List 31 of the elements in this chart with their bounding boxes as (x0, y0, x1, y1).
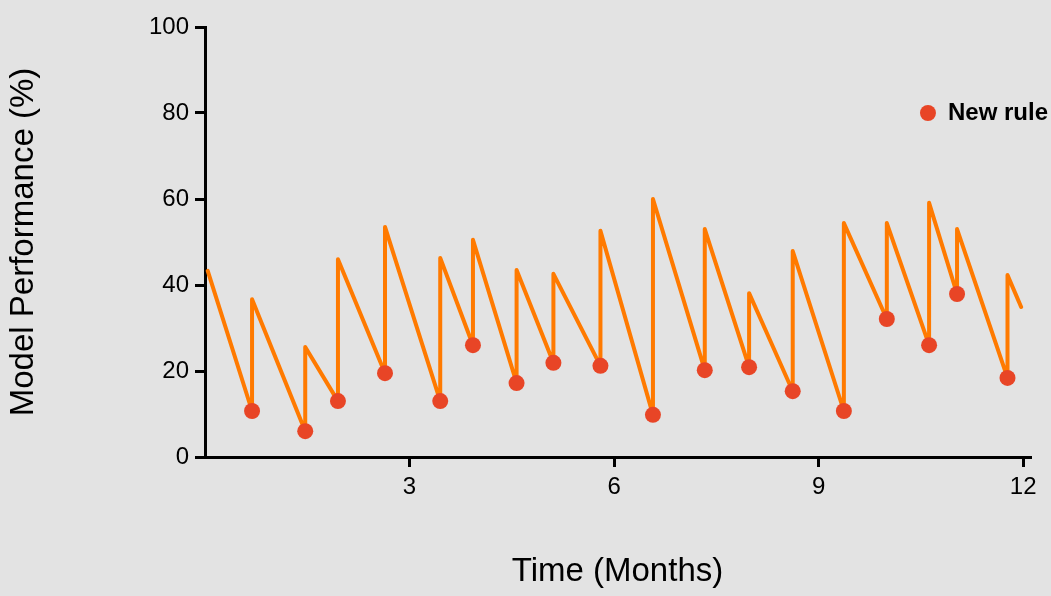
point (999, 369, 1016, 386)
y-tick-label: 0 (175, 441, 189, 469)
y-axis-title: Model Performance (%) (2, 67, 40, 417)
legend-label: New rule (947, 97, 1048, 125)
y-tick-label: 80 (162, 97, 189, 125)
x-tick-label: 12 (1009, 472, 1037, 500)
point (835, 402, 852, 419)
point (949, 286, 966, 303)
point (297, 423, 314, 440)
point (545, 354, 562, 371)
point (741, 359, 758, 376)
point (508, 375, 525, 392)
point (377, 365, 393, 382)
point (329, 393, 346, 410)
y-tick-label: 100 (148, 11, 189, 39)
point (592, 357, 609, 374)
x-axis-title: Time (Months) (511, 551, 724, 589)
point (644, 406, 661, 423)
point (921, 337, 938, 354)
y-tick-label: 40 (162, 269, 189, 297)
y-tick-label: 20 (162, 355, 189, 383)
y-tick-label: 60 (162, 183, 189, 211)
point (244, 402, 261, 419)
point (432, 393, 449, 410)
point (464, 337, 481, 354)
point (784, 383, 801, 400)
point (696, 362, 713, 379)
x-tick-label: 3 (402, 472, 417, 500)
x-tick-label: 9 (811, 472, 826, 500)
point (878, 310, 895, 327)
x-tick-label: 6 (607, 472, 621, 500)
